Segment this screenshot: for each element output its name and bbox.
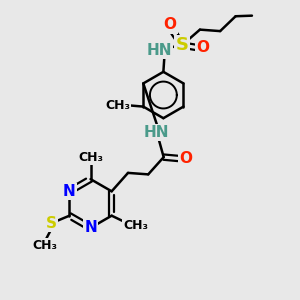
Text: HN: HN: [143, 125, 169, 140]
Text: N: N: [84, 220, 97, 236]
Text: CH₃: CH₃: [105, 99, 130, 112]
Text: CH₃: CH₃: [78, 151, 103, 164]
Text: O: O: [164, 17, 177, 32]
Text: HN: HN: [146, 43, 172, 58]
Text: CH₃: CH₃: [33, 239, 58, 252]
Text: N: N: [63, 184, 76, 199]
Text: S: S: [176, 36, 189, 54]
Text: S: S: [46, 216, 57, 231]
Text: CH₃: CH₃: [123, 219, 148, 232]
Text: O: O: [196, 40, 209, 55]
Text: O: O: [179, 151, 193, 166]
